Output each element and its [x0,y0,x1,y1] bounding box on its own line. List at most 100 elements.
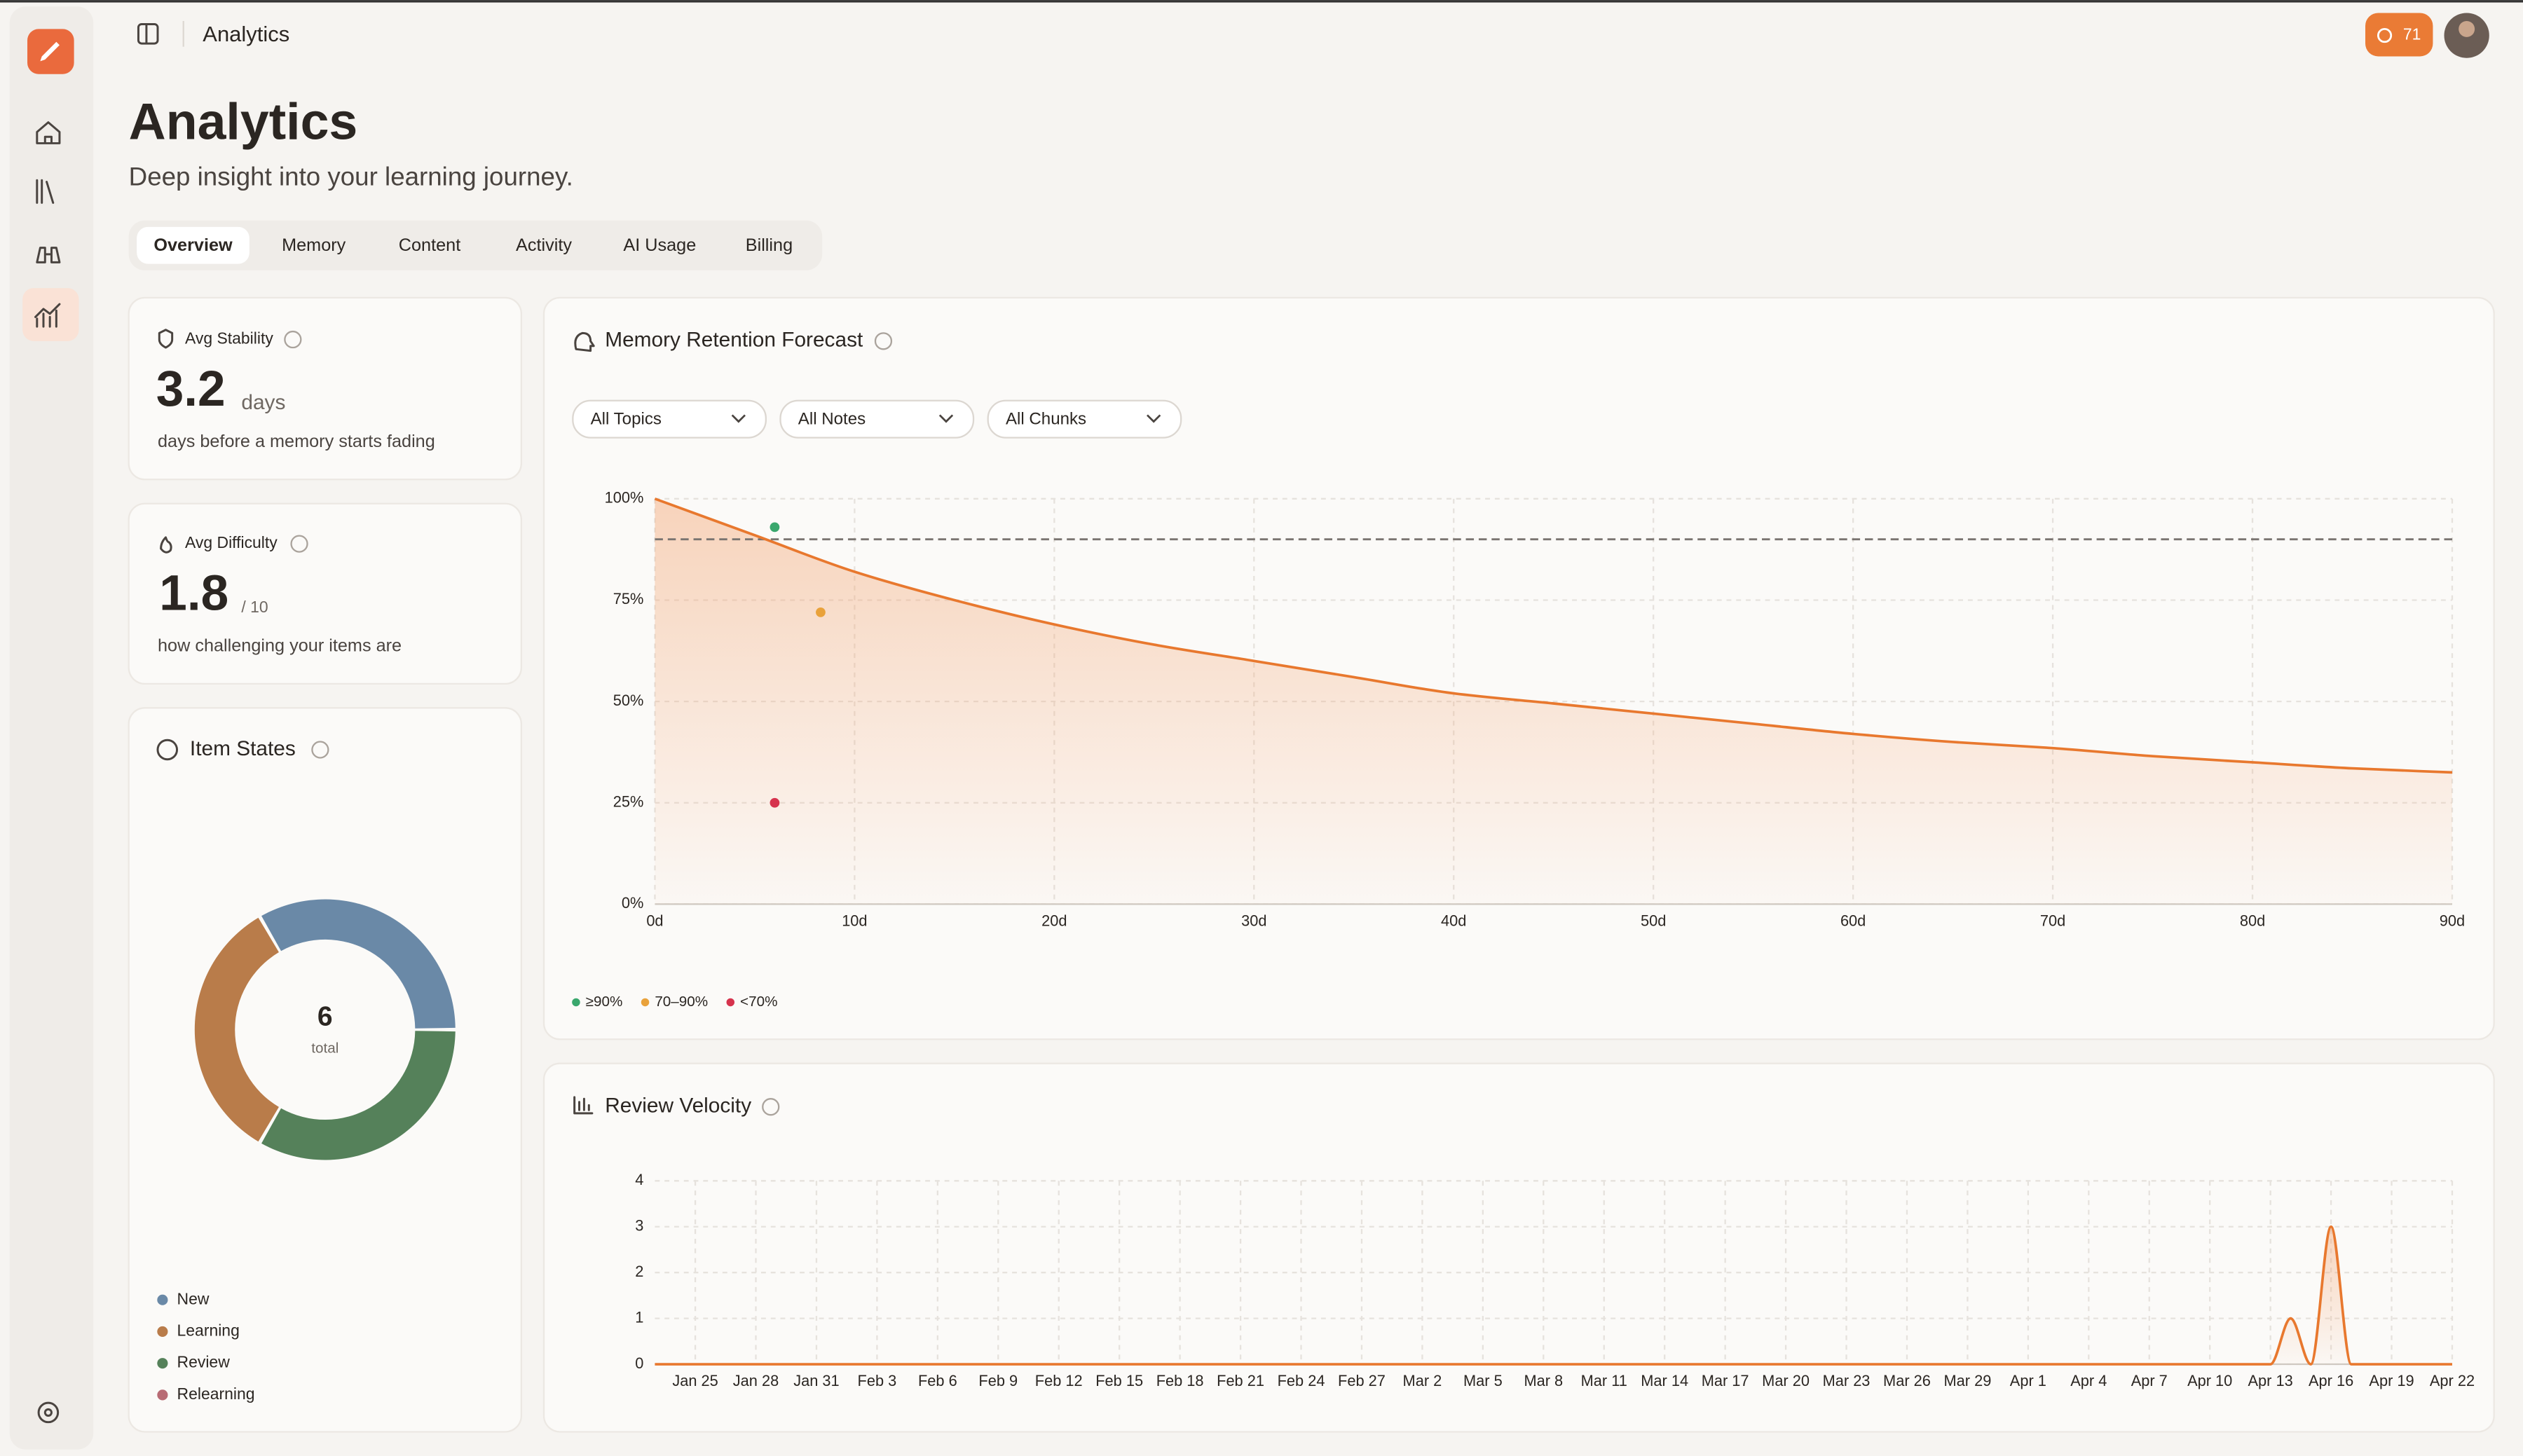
avatar-face [2459,20,2475,37]
filter-label: All Notes [798,410,866,429]
donut-segment [194,917,279,1142]
legend-swatch [572,998,580,1007]
x-tick-label: Apr 4 [2070,1372,2107,1389]
flame-icon [160,536,172,554]
legend-swatch [157,1294,168,1305]
legend-swatch [157,1358,168,1369]
stat-unit: / 10 [241,598,268,616]
line [655,1225,2452,1366]
y-tick-label: 50% [613,692,644,709]
info-icon[interactable] [290,535,308,553]
logo-icon [40,41,60,62]
chart-icon [573,1096,594,1115]
x-tick-label: Mar 8 [1524,1372,1563,1389]
point[interactable] [770,522,780,533]
x-tick-label: 90d [2440,912,2465,929]
donut-total-label: total [311,1040,339,1056]
tab-bar [128,220,823,270]
x-tick-label: 10d [842,912,867,929]
legend-swatch [641,998,650,1007]
legend-label: <70% [740,994,777,1010]
tab[interactable]: Memory [282,235,346,255]
x-tick-label: 80d [2240,912,2265,929]
filter-dropdown[interactable] [572,399,767,439]
tab[interactable]: AI Usage [623,235,696,255]
info-icon[interactable] [762,1098,780,1116]
x-tick-label: Apr 1 [2010,1372,2046,1389]
y-tick-label: 75% [613,590,644,607]
home-icon[interactable] [36,121,61,144]
info-icon[interactable] [284,330,302,349]
x-tick-label: Mar 2 [1403,1372,1442,1389]
legend-label: Relearning [177,1385,255,1403]
y-tick-label: 3 [635,1217,643,1235]
card-title: Item States [190,737,296,760]
y-tick-label: 0 [635,1354,643,1372]
legend-label: 70–90% [655,994,708,1010]
tab[interactable]: Content [399,235,460,255]
filter-dropdown[interactable] [779,399,975,439]
point[interactable] [770,797,780,808]
page-title: Analytics [129,92,358,151]
info-icon[interactable] [874,332,893,350]
line [654,497,2453,774]
filter-label: All Chunks [1006,410,1086,429]
card-title: Memory Retention Forecast [605,329,863,352]
tab[interactable]: Billing [746,235,793,255]
analytics-icon [34,303,61,328]
stat-description: how challenging your items are [158,636,402,656]
tab[interactable]: Overview [153,235,233,255]
x-tick-label: Apr 10 [2187,1372,2232,1389]
x-tick-label: Mar 29 [1943,1372,1991,1389]
shield-icon [158,329,174,349]
stat-label: Avg Difficulty [185,533,278,551]
y-tick-label: 25% [613,793,644,811]
credits-badge[interactable] [2365,13,2433,57]
card [128,296,523,481]
legend-label: New [177,1289,210,1307]
legend-label: Review [177,1353,231,1371]
point[interactable] [816,607,826,617]
window-edge [0,0,2523,3]
donut-total: 6 [317,1002,333,1032]
y-tick-label: 4 [635,1171,643,1188]
library-icon[interactable] [36,179,55,204]
explore-icon[interactable] [36,247,61,263]
y-tick-label: 0% [622,894,644,912]
x-tick-label: Apr 13 [2248,1372,2293,1389]
breadcrumb: Analytics [203,22,289,46]
x-tick-label: Feb 15 [1095,1372,1143,1389]
brain-icon [574,331,595,352]
filter-dropdown[interactable] [987,399,1182,439]
x-tick-label: 0d [646,912,663,929]
sidebar [9,6,94,1450]
brain-icon [156,739,179,761]
x-tick-label: Feb 6 [918,1372,957,1389]
x-tick-label: Feb 21 [1217,1372,1264,1389]
x-tick-label: Feb 9 [978,1372,1018,1389]
x-tick-label: 60d [1840,912,1866,929]
chevron [731,414,746,423]
active-tab[interactable] [137,226,249,264]
stat-label: Avg Stability [185,329,273,348]
x-tick-label: Mar 20 [1762,1372,1810,1389]
chevron [1147,414,1161,423]
y-tick-label: 2 [635,1263,643,1280]
stat-unit: days [241,391,285,414]
legend-swatch [157,1326,168,1338]
tab[interactable]: Activity [516,235,572,255]
x-tick-label: Feb 12 [1035,1372,1083,1389]
info-icon[interactable] [311,741,329,759]
x-tick-label: Mar 23 [1823,1372,1871,1389]
stat-value: 3.2 [156,362,226,417]
donut-segment [261,1031,456,1160]
stat-description: days before a memory starts fading [158,432,435,451]
sidebar-toggle[interactable] [137,23,159,45]
legend-label: ≥90% [586,994,623,1010]
active-nav[interactable] [22,288,79,341]
x-tick-label: Apr 7 [2131,1372,2168,1389]
area [655,498,2452,905]
x-tick-label: Mar 17 [1702,1372,1749,1389]
settings-icon[interactable] [37,1401,60,1424]
chevron [938,414,954,423]
